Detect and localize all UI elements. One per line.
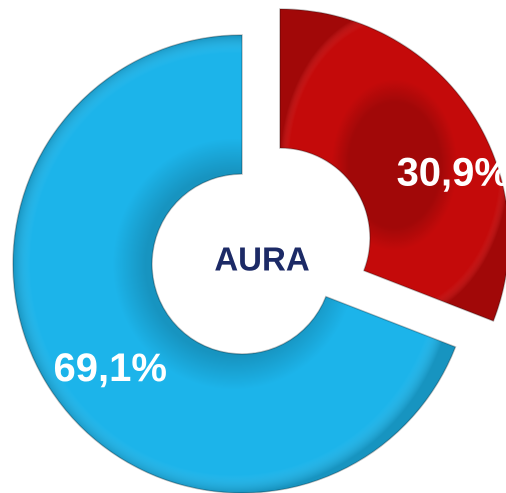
data-label: 69,1% [53,346,166,390]
center-label: AURA [214,241,309,278]
data-label: 30,9% [397,150,506,194]
